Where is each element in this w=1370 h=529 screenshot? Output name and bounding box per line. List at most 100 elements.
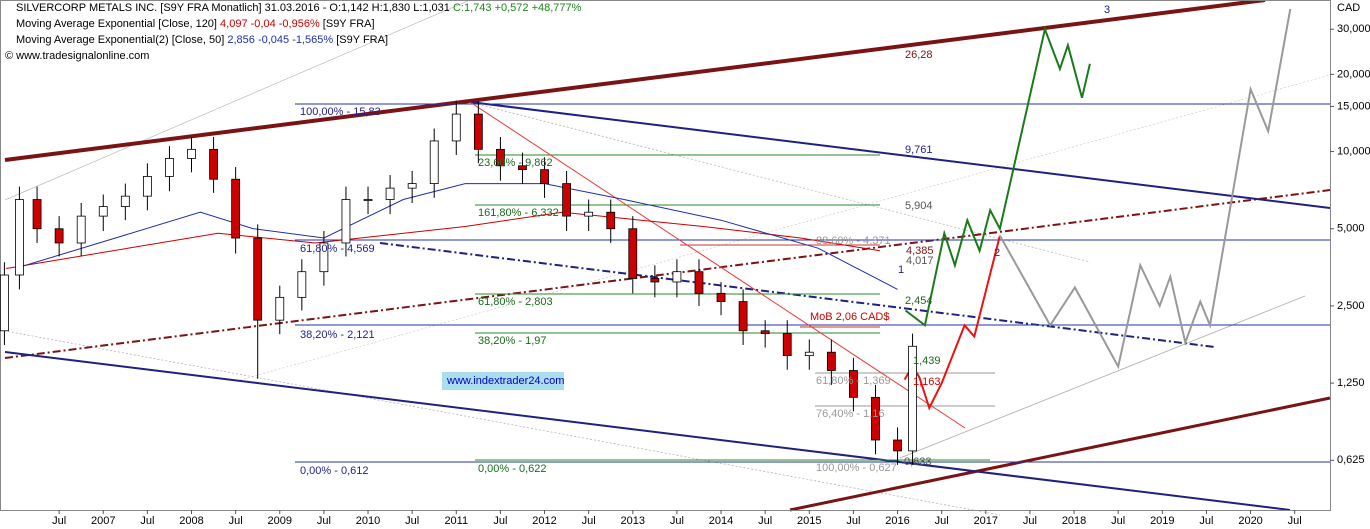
y-tick-label: 2,500 <box>1337 300 1365 312</box>
red-trend-line <box>469 101 966 429</box>
support-line <box>789 396 1331 512</box>
title-text: SILVERCORP METALS INC. [S9Y FRA Monatlic… <box>16 2 450 14</box>
annotation: 61,80% - 4,569 <box>300 243 375 255</box>
annotation: 88,60% - 4,371 <box>816 235 891 247</box>
candle-body <box>297 271 307 298</box>
x-tick-label: 2011 <box>444 515 468 527</box>
x-tick-label: Jul <box>405 515 419 527</box>
x-tick-label: 2007 <box>91 515 115 527</box>
legend-label: Moving Average Exponential(2) [Close, 50… <box>16 34 224 46</box>
annotation: 26,28 <box>905 49 933 61</box>
annotation: 23,60% - 9,862 <box>478 157 553 169</box>
annotation: 2,454 <box>905 295 933 307</box>
legend-ma2: Moving Average Exponential(2) [Close, 50… <box>16 34 388 46</box>
annotation: 4,385 <box>906 245 934 257</box>
plot-frame <box>0 0 1331 511</box>
candle-body <box>209 148 218 180</box>
annotation: MoB 2,06 CAD$ <box>810 311 889 323</box>
candle-body <box>738 301 748 332</box>
promo-box <box>442 372 564 390</box>
x-tick-label: Jul <box>52 515 66 527</box>
annotation: 0,633 <box>904 456 932 468</box>
candle-body <box>606 211 616 230</box>
y-tick-label: 15,000 <box>1337 100 1370 112</box>
candle-body <box>253 237 263 321</box>
annotation: 1,439 <box>913 355 941 367</box>
candle-body <box>672 271 682 283</box>
x-tick-label: 2015 <box>797 515 821 527</box>
y-tick-label: 1,250 <box>1337 377 1365 389</box>
x-tick-label: 2010 <box>356 515 380 527</box>
x-tick-label: 2016 <box>885 515 909 527</box>
x-tick-label: 2012 <box>532 515 556 527</box>
candle-body <box>760 330 770 334</box>
annotation: 4,017 <box>906 255 934 267</box>
candle-body <box>0 274 9 332</box>
annotation: 9,761 <box>905 144 933 156</box>
candle-body <box>407 183 417 189</box>
candle-body <box>716 292 726 302</box>
line-series <box>999 8 1292 370</box>
candle-body <box>98 206 108 217</box>
x-tick-label: 2019 <box>1150 515 1174 527</box>
channel-line <box>239 74 1331 381</box>
annotation: 1,163 <box>913 376 941 388</box>
x-tick-label: Jul <box>582 515 596 527</box>
resistance-line <box>4 0 1266 162</box>
annotation: 2 <box>994 247 1000 259</box>
annotation: 100,00% - 15,83 <box>300 106 381 118</box>
x-tick-label: 2018 <box>1062 515 1086 527</box>
lower-blue-line <box>4 351 1291 511</box>
annotation: 61,80% - 2,803 <box>478 296 553 308</box>
x-tick-label: Jul <box>493 515 507 527</box>
candle-body <box>694 271 704 294</box>
candle-body <box>908 345 917 452</box>
annotation: 76,40% - 1,16 <box>816 408 885 420</box>
candle-body <box>385 187 395 200</box>
y-tick-label: 10,000 <box>1337 145 1370 157</box>
candle-body <box>54 228 64 244</box>
channel-line <box>4 0 471 201</box>
x-tick-label: Jul <box>935 515 949 527</box>
title: SILVERCORP METALS INC. [S9Y FRA Monatlic… <box>16 2 582 14</box>
candle-body <box>562 183 571 217</box>
x-tick-label: 2014 <box>709 515 733 527</box>
candle-body <box>165 158 174 177</box>
candle-body <box>518 165 527 171</box>
dash-dot-line <box>4 189 1331 359</box>
candle-body <box>628 228 638 279</box>
header: SILVERCORP METALS INC. [S9Y FRA Monatlic… <box>5 2 1360 62</box>
x-tick-label: Jul <box>1288 515 1302 527</box>
annotation: 3 <box>1104 4 1110 16</box>
title-change: C:1,743 +0,572 +48,777% <box>453 2 582 14</box>
legend-ma1: Moving Average Exponential [Close, 120] … <box>16 18 375 30</box>
candle-body <box>871 396 880 441</box>
source: © www.tradesignalonline.com <box>5 50 149 62</box>
annotation: 5,904 <box>905 200 933 212</box>
legend-symbol: [S9Y FRA] <box>323 18 375 30</box>
candle-body <box>187 148 196 159</box>
axis-unit: CAD <box>1337 2 1360 14</box>
candle-body <box>540 169 549 184</box>
channel-line <box>469 101 1091 263</box>
annotation: 100,00% - 0,627 <box>816 462 897 474</box>
candle-body <box>120 195 130 207</box>
x-tick-label: Jul <box>846 515 860 527</box>
x-tick-label: Jul <box>670 515 684 527</box>
candle-body <box>142 176 152 197</box>
x-tick-label: Jul <box>1023 515 1037 527</box>
x-tick-label: 2009 <box>268 515 292 527</box>
dash-dot-line <box>379 242 1216 348</box>
candle-body <box>363 199 373 201</box>
annotation: 1 <box>898 264 904 276</box>
x-tick-label: Jul <box>1199 515 1213 527</box>
annotation: 0,00% - 0,622 <box>478 463 547 475</box>
legend-symbol: [S9Y FRA] <box>336 34 388 46</box>
candle-body <box>451 113 461 142</box>
x-tick-label: Jul <box>758 515 772 527</box>
candle-body <box>341 199 351 244</box>
candle-body <box>849 370 858 398</box>
channel-line <box>0 329 1001 516</box>
